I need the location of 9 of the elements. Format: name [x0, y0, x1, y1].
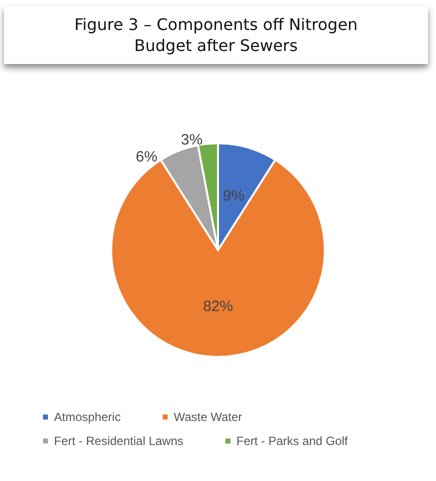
chart-title: Figure 3 – Components off Nitrogen Budget after Sewers — [4, 6, 428, 64]
legend-label: Waste Water — [174, 410, 242, 424]
data-label: 3% — [180, 131, 203, 148]
legend-label: Fert - Residential Lawns — [54, 434, 184, 448]
data-label: 82% — [202, 298, 234, 316]
data-label: 6% — [136, 148, 158, 166]
legend-label: Fert - Parks and Golf — [236, 434, 348, 448]
legend-label: Atmospheric — [54, 410, 121, 424]
data-label: 9% — [222, 187, 245, 204]
